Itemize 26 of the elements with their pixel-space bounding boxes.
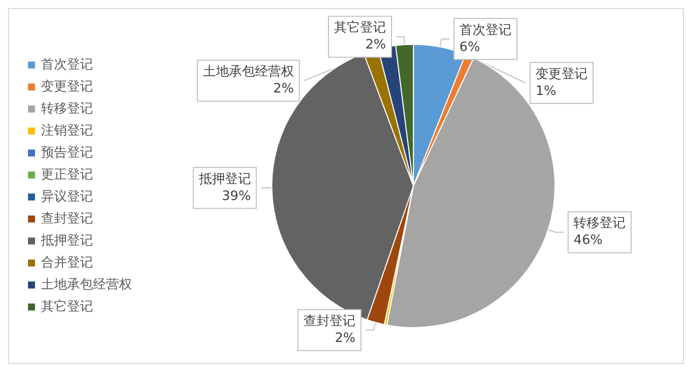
legend-label: 其它登记 [41, 298, 93, 314]
legend-label: 合并登记 [41, 256, 93, 270]
slice-label: 查封登记 [303, 314, 356, 330]
legend-label: 土地承包经营权 [41, 278, 132, 292]
legend-label: 注销登记 [41, 124, 93, 138]
data-label: 39% [222, 188, 251, 204]
data-label: 2% [334, 331, 356, 346]
data-label: 1% [536, 84, 556, 100]
legend-label: 异议登记 [41, 190, 93, 204]
data-label: 46% [574, 233, 603, 248]
slice-label: 首次登记 [459, 23, 512, 38]
slice-label: 其它登记 [334, 20, 386, 36]
slice-label: 转移登记 [574, 216, 626, 232]
legend-label: 抵押登记 [40, 234, 93, 248]
data-label: 2% [273, 82, 294, 97]
legend-label: 首次登记 [41, 58, 93, 72]
slice-label: 变更登记 [536, 67, 588, 82]
legend-label: 更正登记 [41, 168, 93, 182]
legend-label: 变更登记 [41, 80, 93, 94]
legend-label: 转移登记 [41, 102, 93, 116]
legend-label: 查封登记 [41, 212, 93, 226]
data-label: 6% [459, 40, 480, 56]
slice-label: 土地承包经营权 [202, 64, 294, 80]
slice-label: 抵押登记 [198, 172, 251, 187]
legend-label: 预告登记 [41, 146, 93, 160]
data-label: 2% [365, 38, 386, 53]
